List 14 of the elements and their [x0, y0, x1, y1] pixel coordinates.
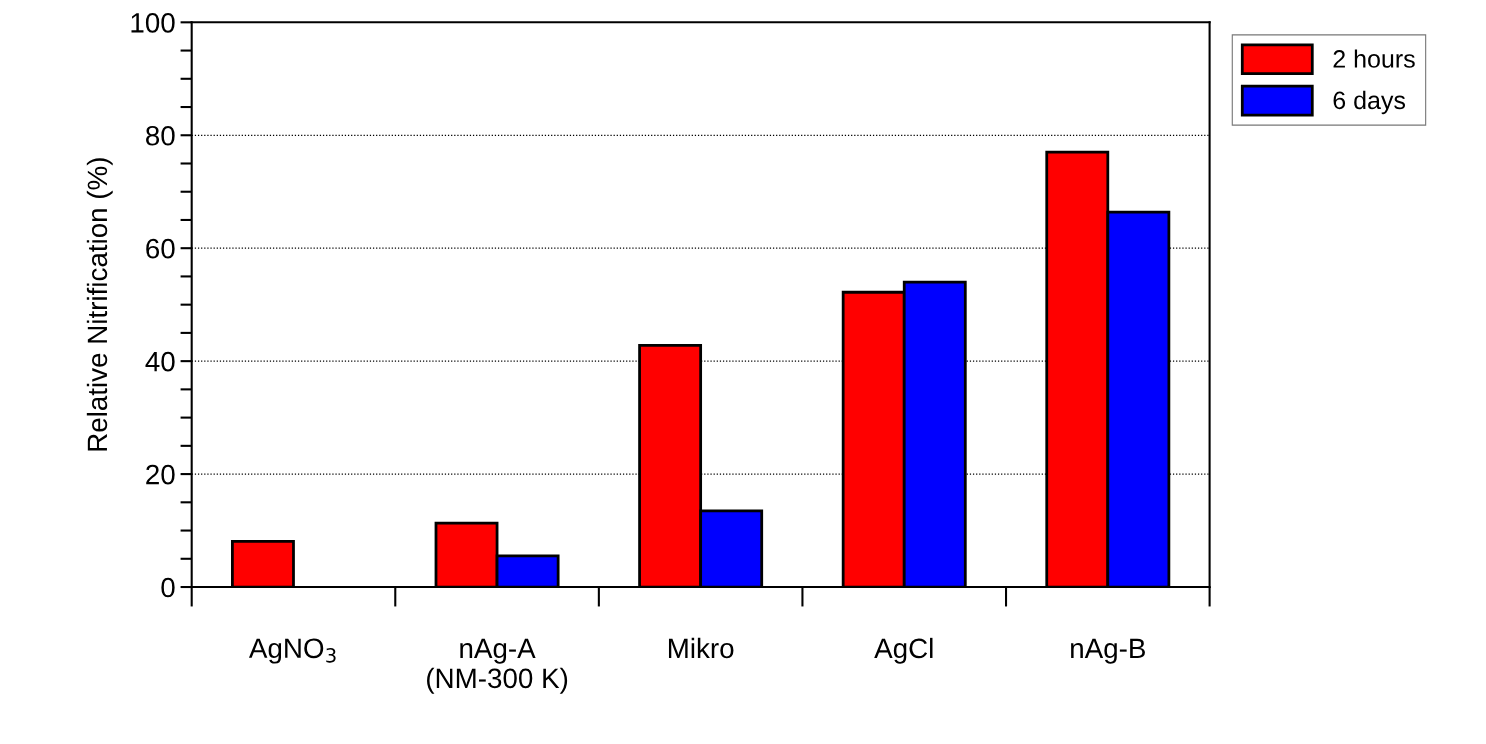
y-tick-label: 60	[146, 238, 175, 259]
legend-label: 6 days	[1333, 90, 1406, 115]
x-tick-label: AgCl	[874, 637, 933, 664]
x-tick-label: nAg-B	[1071, 638, 1145, 664]
y-tick-label: 0	[161, 577, 175, 598]
y-tick-label: 100	[131, 12, 175, 33]
y-tick-label: 40	[145, 351, 175, 372]
x-tick-label: Mikro	[668, 637, 734, 659]
legend-label: 2 hours	[1333, 49, 1415, 68]
y-tick-label: 20	[146, 464, 175, 485]
x-tick-label: nAg-A (NM-300 K)	[427, 638, 568, 694]
y-axis-title: Relative Nitrification (%)	[86, 158, 113, 451]
y-tick-label: 80	[146, 125, 175, 146]
x-tick-label: AgNO$_{3}$	[248, 638, 336, 664]
